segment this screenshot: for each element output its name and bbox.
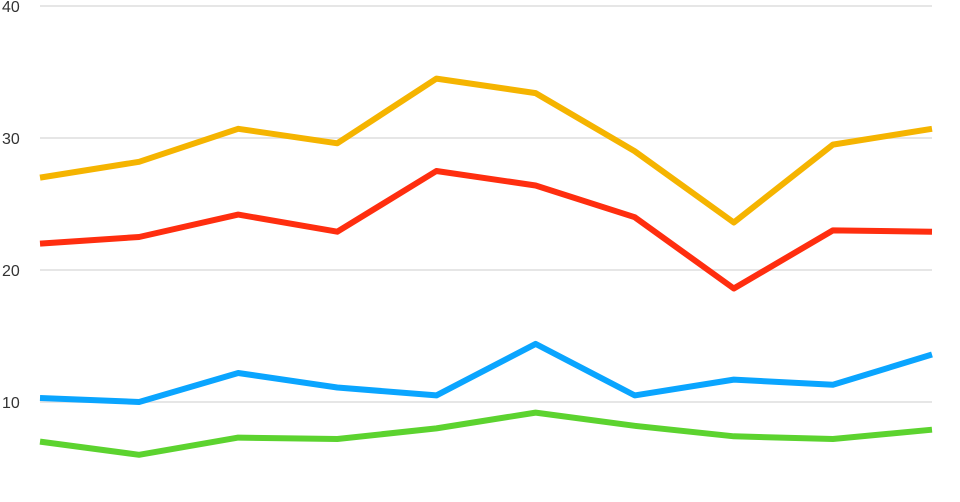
series-line-4 — [39, 409, 933, 458]
y-tick-label: 20 — [2, 263, 20, 280]
y-tick-label: 30 — [2, 131, 20, 148]
y-tick-label: 10 — [2, 395, 20, 412]
series-line-1 — [39, 75, 933, 226]
series-line-2 — [39, 168, 933, 292]
series-line-3 — [39, 340, 933, 405]
grid-lines — [40, 5, 932, 403]
y-axis-tick-labels: 10 20 30 40 — [2, 0, 20, 412]
series-lines — [39, 75, 933, 458]
y-tick-label: 40 — [2, 0, 20, 16]
